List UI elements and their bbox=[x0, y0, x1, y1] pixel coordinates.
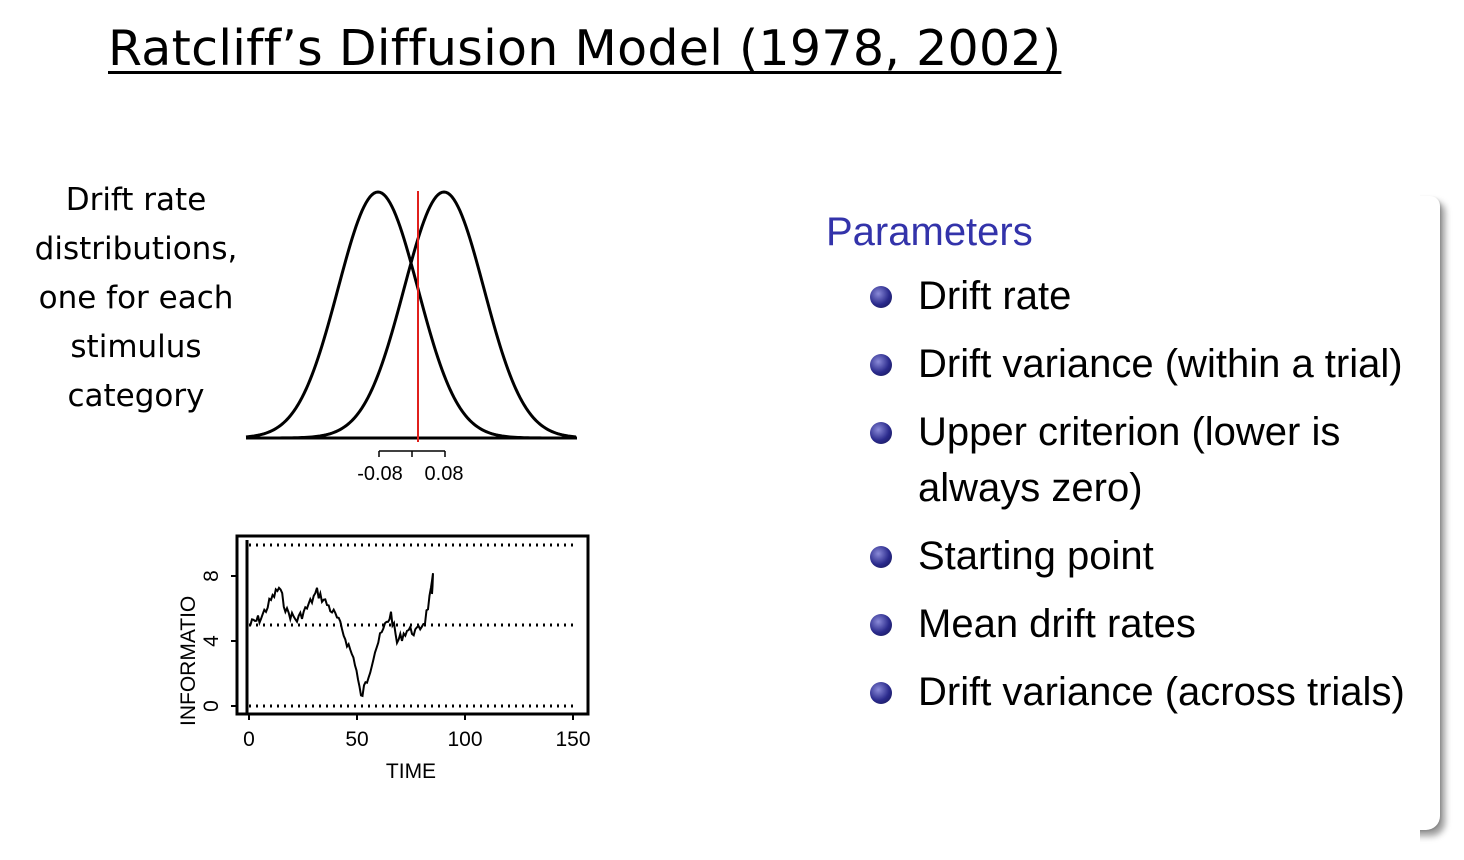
y-tick-label: 8 bbox=[200, 570, 223, 582]
information-time-plot: 0 4 8 INFORMATIO 0 50 100 150 TIME bbox=[177, 534, 591, 783]
parameter-item: Drift rate bbox=[868, 268, 1408, 324]
left-distribution-curve bbox=[245, 190, 576, 440]
parameter-item: Upper criterion (lower is always zero) bbox=[868, 404, 1408, 516]
y-axis-label: INFORMATIO bbox=[177, 596, 200, 726]
slide-title: Ratcliff’s Diffusion Model (1978, 2002) bbox=[108, 20, 1062, 77]
axis-tick-label: 0.08 bbox=[425, 463, 464, 485]
parameter-item: Mean drift rates bbox=[868, 596, 1408, 652]
caption-line: stimulus bbox=[70, 329, 202, 365]
parameter-label: Drift variance (across trials) bbox=[918, 670, 1405, 714]
parameter-label: Starting point bbox=[918, 534, 1154, 578]
parameters-list: Drift rate Drift variance (within a tria… bbox=[868, 268, 1408, 732]
bullet-icon bbox=[870, 354, 892, 376]
bullet-icon bbox=[870, 422, 892, 444]
x-axis-label: TIME bbox=[386, 760, 436, 783]
x-tick-label: 50 bbox=[345, 728, 368, 751]
parameter-item: Drift variance (across trials) bbox=[868, 664, 1408, 720]
parameters-heading: Parameters bbox=[826, 210, 1033, 254]
parameter-label: Mean drift rates bbox=[918, 602, 1196, 646]
parameter-item: Drift variance (within a trial) bbox=[868, 336, 1408, 392]
bullet-icon bbox=[870, 546, 892, 568]
drift-distributions-plot: -0.08 0.08 bbox=[245, 190, 577, 485]
x-tick-label: 100 bbox=[447, 728, 482, 751]
x-tick-label: 0 bbox=[243, 728, 255, 751]
y-tick-label: 0 bbox=[200, 700, 223, 712]
bullet-icon bbox=[870, 614, 892, 636]
bullet-icon bbox=[870, 286, 892, 308]
x-tick-label: 150 bbox=[555, 728, 590, 751]
caption-line: Drift rate bbox=[65, 182, 207, 218]
y-tick-label: 4 bbox=[200, 635, 223, 647]
bullet-icon bbox=[870, 682, 892, 704]
parameter-label: Upper criterion (lower is always zero) bbox=[918, 410, 1341, 510]
caption-line: distributions, bbox=[34, 231, 238, 267]
caption-line: one for each bbox=[38, 280, 234, 316]
parameter-label: Drift variance (within a trial) bbox=[918, 342, 1403, 386]
evidence-path bbox=[248, 573, 434, 698]
parameter-label: Drift rate bbox=[918, 274, 1072, 318]
parameter-item: Starting point bbox=[868, 528, 1408, 584]
caption-line: category bbox=[67, 378, 205, 414]
axis-tick-label: -0.08 bbox=[357, 463, 403, 485]
drift-rate-caption: Drift rate distributions, one for each s… bbox=[18, 176, 254, 421]
right-distribution-curve bbox=[246, 190, 577, 440]
plot-frame bbox=[235, 534, 590, 716]
